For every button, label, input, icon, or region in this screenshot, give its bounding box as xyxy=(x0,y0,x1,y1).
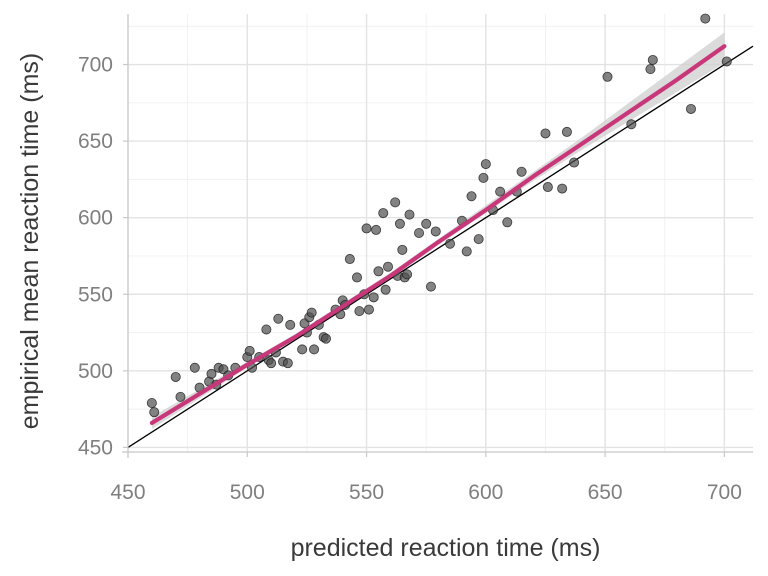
axes xyxy=(122,14,753,458)
y-tick-label: 550 xyxy=(78,283,113,306)
y-tick-label: 700 xyxy=(78,54,113,77)
data-point xyxy=(373,266,384,277)
data-point xyxy=(397,244,408,255)
y-tick-label: 450 xyxy=(78,436,113,459)
x-tick-label: 650 xyxy=(588,481,623,504)
y-tick-label: 650 xyxy=(78,130,113,153)
data-point xyxy=(557,183,568,194)
smooth-line xyxy=(149,44,727,425)
data-point xyxy=(645,64,656,75)
data-point xyxy=(368,292,379,303)
x-tick-label: 700 xyxy=(707,481,742,504)
x-tick-label: 550 xyxy=(349,481,384,504)
y-tick-label: 600 xyxy=(78,207,113,230)
identity-reference-line xyxy=(127,45,754,448)
x-axis-title: predicted reaction time (ms) xyxy=(291,534,601,562)
data-point xyxy=(430,226,441,237)
data-point xyxy=(285,319,296,330)
x-tick-label: 450 xyxy=(110,481,145,504)
data-point xyxy=(602,71,613,82)
data-point xyxy=(461,246,472,257)
data-point xyxy=(361,223,372,234)
data-point xyxy=(306,307,317,318)
data-point xyxy=(378,208,389,219)
data-point xyxy=(700,13,711,24)
data-point xyxy=(394,218,405,229)
data-point xyxy=(320,333,331,344)
data-point xyxy=(502,217,513,228)
y-axis-title: empirical mean reaction time (ms) xyxy=(16,53,44,430)
data-point xyxy=(561,126,572,137)
data-point xyxy=(371,224,382,235)
data-point xyxy=(516,166,527,177)
x-tick-label: 600 xyxy=(468,481,503,504)
data-point xyxy=(266,358,277,369)
smooth-trend-line xyxy=(149,44,727,425)
data-point xyxy=(309,344,320,355)
data-point xyxy=(495,186,506,197)
data-point xyxy=(402,269,413,280)
data-point xyxy=(206,368,217,379)
y-tick-label: 500 xyxy=(78,360,113,383)
y-tick-labels: 450 500 550 600 650 700 xyxy=(78,54,113,460)
data-point xyxy=(647,54,658,65)
data-point xyxy=(261,324,272,335)
data-point xyxy=(363,304,374,315)
data-point xyxy=(380,284,391,295)
data-point xyxy=(445,238,456,249)
data-point xyxy=(466,191,477,202)
data-point xyxy=(569,157,580,168)
data-point xyxy=(390,197,401,208)
data-point xyxy=(282,358,293,369)
data-point xyxy=(542,182,553,193)
data-point xyxy=(404,209,415,220)
data-point xyxy=(685,103,696,114)
data-point xyxy=(480,159,491,170)
data-point xyxy=(721,56,732,67)
data-point xyxy=(425,281,436,292)
data-point xyxy=(175,391,186,402)
data-point xyxy=(146,397,157,408)
data-point xyxy=(414,227,425,238)
identity-line xyxy=(127,45,754,448)
data-point xyxy=(170,371,181,382)
data-point xyxy=(344,254,355,265)
plot-background xyxy=(128,14,753,452)
data-point xyxy=(297,344,308,355)
data-point xyxy=(244,345,255,356)
data-point xyxy=(421,218,432,229)
data-point xyxy=(473,234,484,245)
plot-area xyxy=(128,14,753,452)
x-tick-labels: 450 500 550 600 650 700 xyxy=(110,481,741,504)
data-point xyxy=(189,362,200,373)
x-tick-label: 500 xyxy=(230,481,265,504)
data-point xyxy=(352,272,363,283)
data-point xyxy=(478,172,489,183)
data-point xyxy=(149,407,160,418)
data-point xyxy=(354,306,365,317)
data-point xyxy=(273,313,284,324)
data-point xyxy=(626,119,637,130)
data-point xyxy=(540,128,551,139)
data-point xyxy=(383,261,394,272)
